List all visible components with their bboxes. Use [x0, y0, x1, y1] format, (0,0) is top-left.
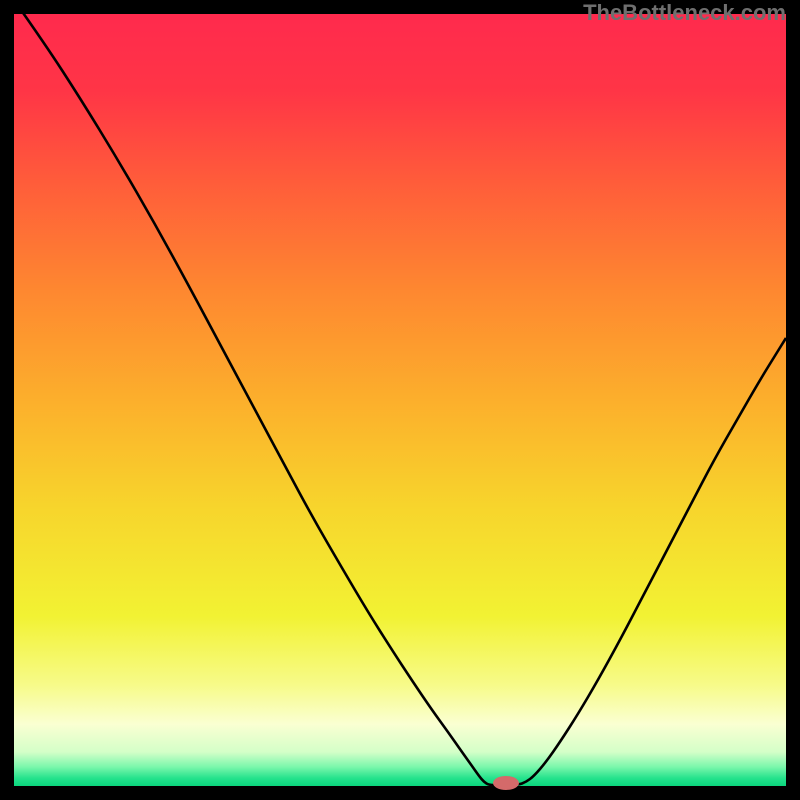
bottleneck-chart: TheBottleneck.com — [0, 0, 800, 800]
optimal-marker — [493, 776, 519, 790]
watermark-label: TheBottleneck.com — [583, 0, 786, 25]
plot-background — [14, 14, 786, 786]
